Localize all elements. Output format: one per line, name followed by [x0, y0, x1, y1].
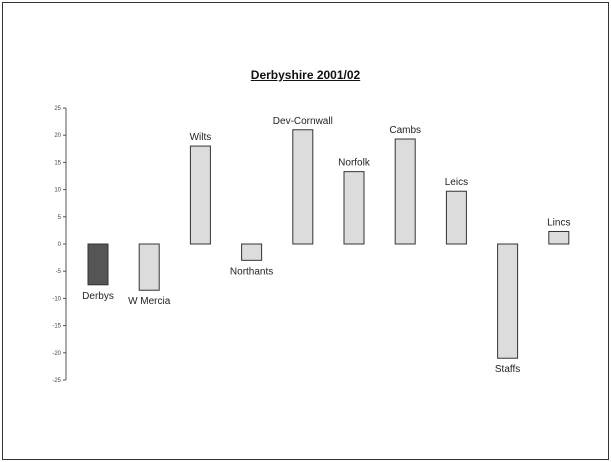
bar-wilts: [189, 145, 211, 245]
y-tick-label: 5: [58, 215, 62, 221]
y-axis: 25 20 15 10 5 0 -5 -10 -15 -20 -25: [52, 106, 67, 384]
bar-label: Cambs: [389, 125, 421, 136]
chart-title: Derbyshire 2001/02: [250, 68, 361, 82]
bar-w-mercia: [138, 243, 160, 291]
bar-label: W Mercia: [128, 296, 171, 307]
bar-label: Wilts: [190, 132, 212, 143]
bar-label: Leics: [445, 177, 468, 188]
bar-label: Norfolk: [338, 158, 371, 169]
bar-labels: Derbys W Mercia Wilts Northants Dev-Cornwall…: [82, 116, 570, 375]
y-tick-label: -20: [52, 351, 61, 357]
y-tick-label: -5: [56, 269, 62, 275]
bar-norfolk: [343, 171, 365, 245]
bar-cambs: [394, 138, 416, 245]
y-tick-label: 10: [54, 188, 61, 194]
bar-label: Northants: [230, 266, 273, 277]
bar-label: Derbys: [82, 291, 114, 302]
y-tick-label: -25: [52, 378, 61, 384]
bar-derbys: [87, 243, 109, 286]
bar-northants: [241, 243, 263, 261]
y-tick-label: 15: [54, 160, 61, 166]
bars: [87, 129, 570, 359]
bar-staffs: [497, 243, 519, 359]
bar-label: Dev-Cornwall: [273, 116, 333, 127]
bar-label: Lincs: [547, 217, 570, 228]
y-tick-label: -15: [52, 324, 61, 330]
bar-lincs: [548, 230, 570, 245]
bar-label: Staffs: [495, 364, 520, 375]
y-tick-label: 0: [58, 242, 62, 248]
bar-leics: [445, 190, 467, 245]
bar-dev-cornwall: [292, 129, 314, 245]
y-tick-label: 25: [54, 106, 61, 112]
y-tick-label: 20: [54, 133, 61, 139]
y-tick-label: -10: [52, 296, 61, 302]
